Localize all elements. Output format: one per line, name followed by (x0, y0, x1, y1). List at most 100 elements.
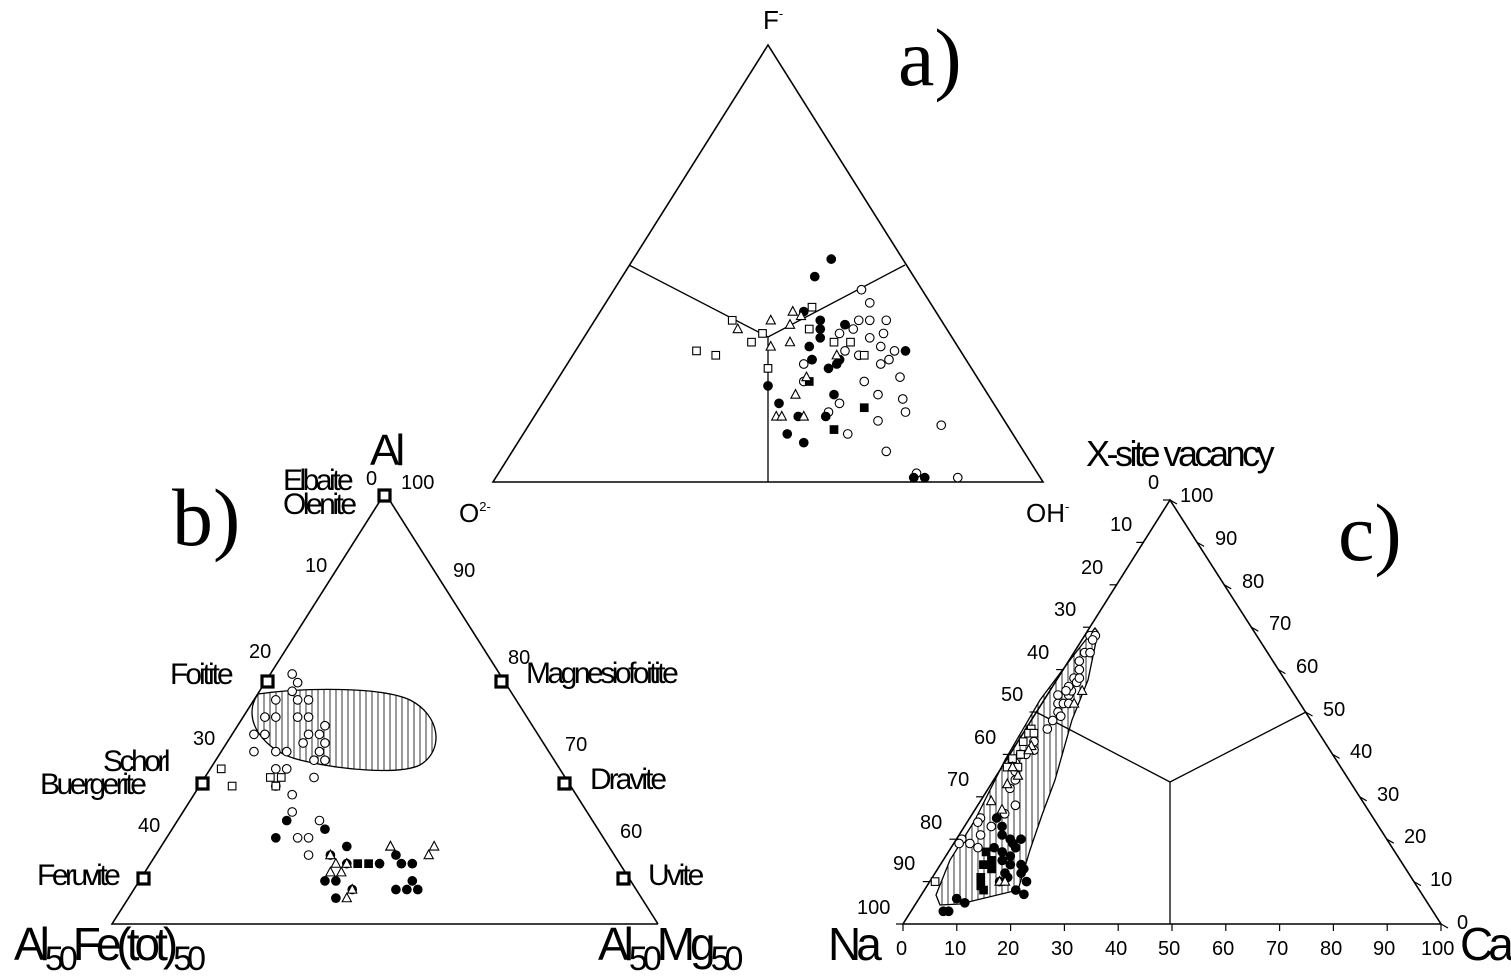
panel-a-point-open-triangle-8 (800, 370, 813, 382)
panel-a-point-open-circle-19 (798, 359, 809, 369)
panel-b-point-open-triangle-6 (330, 857, 342, 868)
panel-a-point-open-square-0 (692, 346, 701, 356)
panel-b-point-open-circle-11 (320, 755, 330, 766)
panel-c-point-filled-circle-20 (1019, 889, 1029, 900)
panel-c-label: c) (1338, 487, 1402, 578)
end-member-marker-schorl (195, 776, 210, 791)
panel-c-point-open-triangle-7 (1068, 697, 1080, 708)
panel-a-point-open-square-3 (758, 329, 767, 338)
panel-a-point-filled-circle-14 (829, 389, 839, 400)
panel-c-left-tick-20: 20 (1081, 557, 1103, 579)
panel-b-point-open-circle-13 (309, 772, 319, 783)
panel-b-point-open-circle-6 (303, 729, 314, 740)
panel-b-point-filled-circle-1 (374, 858, 385, 869)
panel-c-point-open-circle-5 (1074, 656, 1085, 666)
panel-c-ternary: c) X-site vacancy Na Ca 0 10 20 30 40 50… (828, 433, 1511, 970)
panel-c-point-filled-circle-15 (1005, 851, 1016, 862)
panel-c-left-tick-50: 50 (1001, 684, 1023, 706)
panel-c-point-open-circle-11 (1074, 673, 1085, 683)
panel-c-point-filled-circle-16 (997, 847, 1008, 857)
panel-a-point-filled-circle-9 (807, 354, 817, 365)
panel-c-right-tick-90: 90 (1215, 528, 1237, 550)
panel-b-right-tick-60: 60 (620, 821, 642, 843)
panel-b-point-filled-circle-4 (407, 858, 418, 869)
panel-c-point-filled-circle-6 (997, 855, 1008, 866)
panel-b-point-filled-square-0 (353, 859, 363, 869)
panel-b-left-tick-40: 40 (138, 815, 160, 837)
panel-c-right-tick-100: 100 (1180, 485, 1213, 507)
panel-c-point-open-square-3 (1018, 737, 1028, 747)
panel-c-point-open-circle-20 (1047, 715, 1058, 726)
panel-b-point-filled-circle-11 (331, 893, 341, 903)
panel-a-point-open-triangle-7 (765, 340, 777, 351)
panel-a-point-open-square-9 (829, 337, 839, 347)
panel-b-point-open-circle-7 (314, 729, 325, 740)
panel-a-data-points (692, 254, 963, 483)
panel-c-point-filled-circle-17 (1016, 834, 1026, 845)
panel-c-right-tick-70: 70 (1269, 613, 1291, 635)
panel-c-point-open-circle-34 (965, 838, 975, 849)
panel-b-point-open-circle-5 (303, 712, 314, 722)
panel-b-point-open-circle-22 (281, 746, 292, 757)
panel-a-point-open-circle-14 (936, 420, 947, 431)
panel-c-bottom-tick-50: 50 (1158, 938, 1180, 960)
panel-c-point-open-square-2 (1029, 728, 1039, 738)
panel-c-point-open-square-4 (1016, 750, 1025, 759)
panel-c-bottom-tick-100: 100 (1421, 938, 1454, 960)
panel-a-point-open-circle-28 (952, 472, 963, 483)
panel-a-point-open-circle-11 (895, 372, 905, 382)
panel-a-point-filled-circle-2 (900, 346, 911, 356)
panel-b-point-open-triangle-0 (423, 848, 435, 860)
panel-a-point-filled-square-1 (829, 425, 839, 434)
panel-b-left-tick-30: 30 (193, 728, 215, 750)
panel-b-point-open-circle-4 (303, 695, 314, 705)
panel-a-point-filled-circle-15 (820, 411, 831, 422)
panel-b-point-open-circle-9 (320, 738, 330, 748)
panel-b-point-open-circle-15 (292, 712, 303, 722)
panel-c-point-open-triangle-4 (1001, 777, 1013, 789)
panel-b-point-open-circle-3 (292, 695, 303, 705)
panel-c-point-filled-circle-24 (959, 897, 970, 908)
panel-b-point-filled-circle-5 (401, 884, 412, 895)
panel-a-point-open-triangle-10 (798, 410, 810, 421)
panel-b-point-open-square-0 (216, 764, 226, 774)
panel-b-point-filled-square-1 (364, 859, 373, 869)
panel-c-point-filled-circle-5 (1010, 842, 1021, 853)
end-member-label-buergerite: Buergerite (40, 768, 146, 801)
panel-a-point-open-circle-30 (853, 315, 864, 326)
panel-c-right-tick-80: 80 (1242, 571, 1264, 593)
panel-b-point-open-circle-30 (303, 832, 314, 843)
panel-a-point-open-circle-13 (900, 407, 911, 417)
panel-a-point-open-triangle-2 (784, 318, 796, 329)
panel-b-axis-lines (110, 492, 658, 925)
panel-c-bottom-tick-10: 10 (944, 938, 966, 960)
panel-c-apex-right: Ca (1460, 918, 1511, 970)
end-member-marker-feruvite (136, 871, 151, 886)
panel-a-point-open-circle-29 (834, 328, 845, 339)
panel-c-bottom-tick-40: 40 (1105, 938, 1127, 960)
panel-a-point-open-circle-0 (856, 284, 867, 295)
panel-a-point-filled-circle-8 (804, 341, 815, 352)
panel-a-point-open-circle-10 (881, 315, 892, 326)
panel-b-left-tick-10: 10 (305, 555, 327, 577)
panel-c-point-filled-circle-13 (1016, 868, 1026, 878)
panel-a-point-open-circle-23 (842, 429, 853, 439)
panel-c-bottom-tick-90: 90 (1373, 938, 1395, 960)
panel-c-point-open-circle-31 (972, 817, 983, 828)
panel-b-point-open-circle-29 (292, 832, 303, 843)
panel-a-point-filled-circle-0 (826, 254, 837, 264)
panel-c-data-points (930, 630, 1101, 917)
end-member-label-feruvite: Feruvite (37, 859, 120, 892)
end-member-label-olenite: Olenite (283, 488, 356, 521)
end-member-label-magnesiofoitite: Magnesiofoitite (526, 657, 678, 690)
panel-a-apex-top: F- (763, 5, 783, 35)
panel-c-bottom-tick-0: 0 (896, 938, 907, 960)
panel-a-point-open-circle-3 (878, 328, 889, 339)
panel-c-left-tick-60: 60 (974, 727, 996, 749)
panel-a-point-open-circle-26 (873, 415, 883, 426)
panel-b-point-open-circle-27 (287, 789, 298, 800)
panel-b-point-filled-circle-13 (281, 815, 292, 826)
panel-c-point-open-circle-14 (1053, 690, 1063, 700)
panel-c-point-open-circle-39 (1010, 800, 1021, 811)
